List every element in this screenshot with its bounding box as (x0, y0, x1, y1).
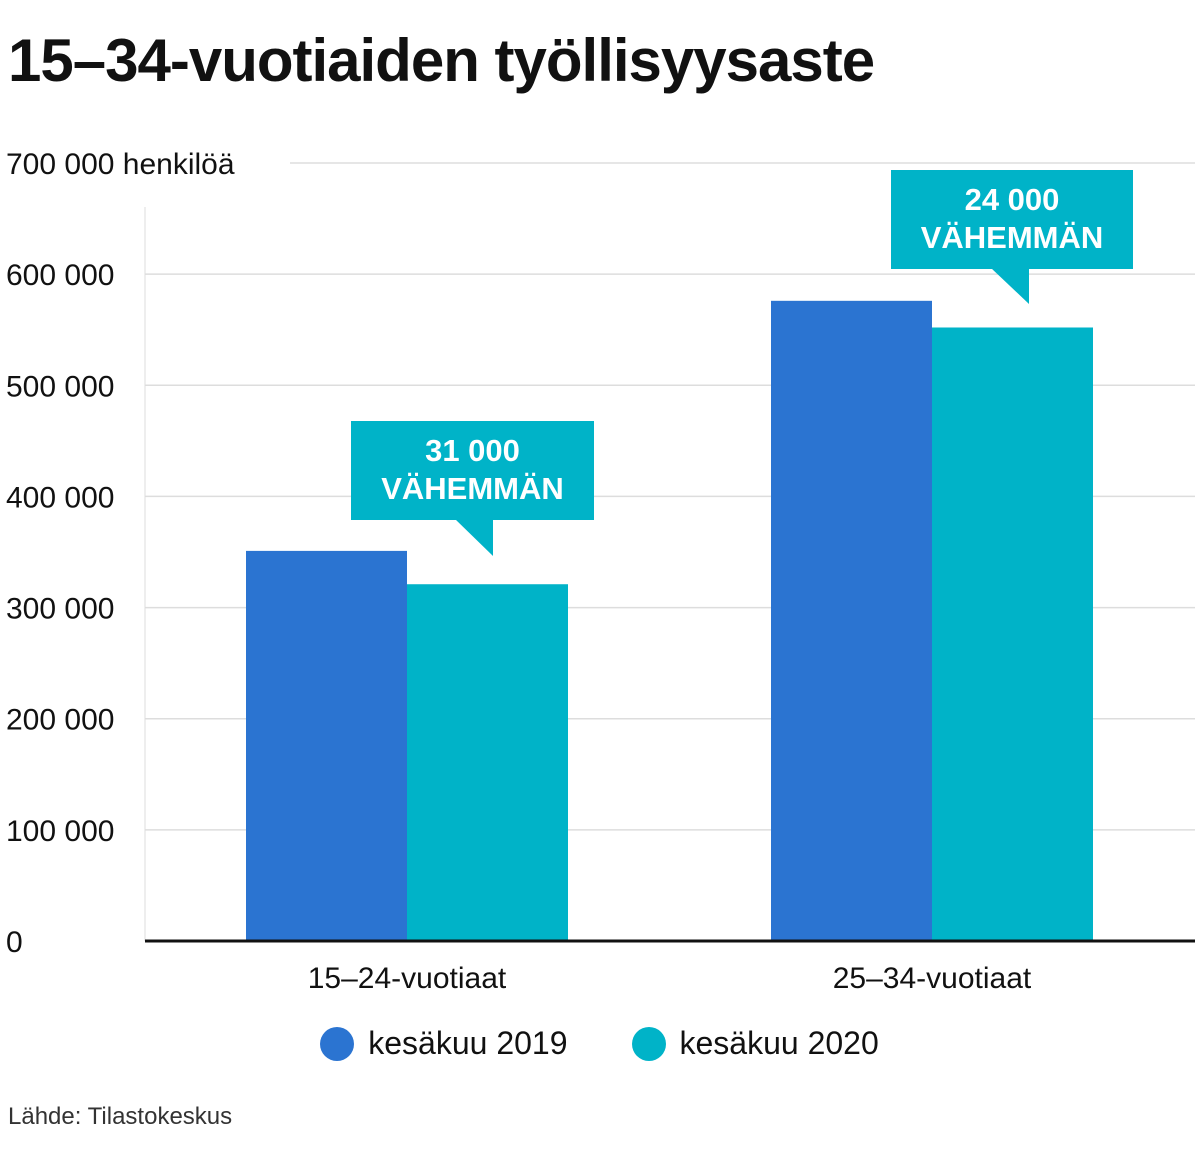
callout-text: 31 000 (425, 433, 520, 468)
x-category-label: 25–34-vuotiaat (833, 962, 1032, 995)
chart-title: 15–34-vuotiaiden työllisyysaste (8, 27, 875, 94)
y-tick-label: 700 000 henkilöä (6, 148, 235, 181)
y-tick-label: 100 000 (6, 815, 114, 848)
callout-pointer (991, 268, 1029, 304)
callout-text: VÄHEMMÄN (381, 471, 564, 506)
bar-2020-1 (407, 584, 568, 941)
callout-text: VÄHEMMÄN (921, 220, 1104, 255)
callout-box (891, 170, 1133, 269)
y-tick-label: 500 000 (6, 370, 114, 403)
y-tick-label: 300 000 (6, 593, 114, 626)
callout-box (351, 421, 594, 520)
y-tick-label: 400 000 (6, 481, 114, 514)
x-category-label: 15–24-vuotiaat (308, 962, 507, 995)
bar-2019-2 (771, 300, 932, 941)
legend-swatch-2020 (631, 1026, 666, 1061)
legend-swatch-2019 (320, 1026, 355, 1061)
y-tick-label: 200 000 (6, 704, 114, 737)
bar-chart: 0 100 000 200 000 300 000 400 000 500 000 600 … (6, 148, 1195, 995)
callout-text: 24 000 (965, 182, 1060, 217)
legend-label-2020: kesäkuu 2020 (679, 1025, 879, 1061)
legend-item-2020: kesäkuu 2020 (631, 1025, 879, 1062)
callout-pointer (455, 519, 493, 556)
y-tick-label: 600 000 (6, 259, 114, 292)
legend-item-2019: kesäkuu 2019 (320, 1025, 568, 1062)
source-note: Lähde: Tilastokeskus (8, 1103, 233, 1130)
legend: kesäkuu 2019 kesäkuu 2020 (0, 1025, 1199, 1062)
legend-label-2019: kesäkuu 2019 (368, 1025, 568, 1061)
bar-2020-2 (932, 327, 1093, 941)
bar-2019-1 (246, 550, 407, 941)
y-tick-label: 0 (6, 926, 23, 959)
